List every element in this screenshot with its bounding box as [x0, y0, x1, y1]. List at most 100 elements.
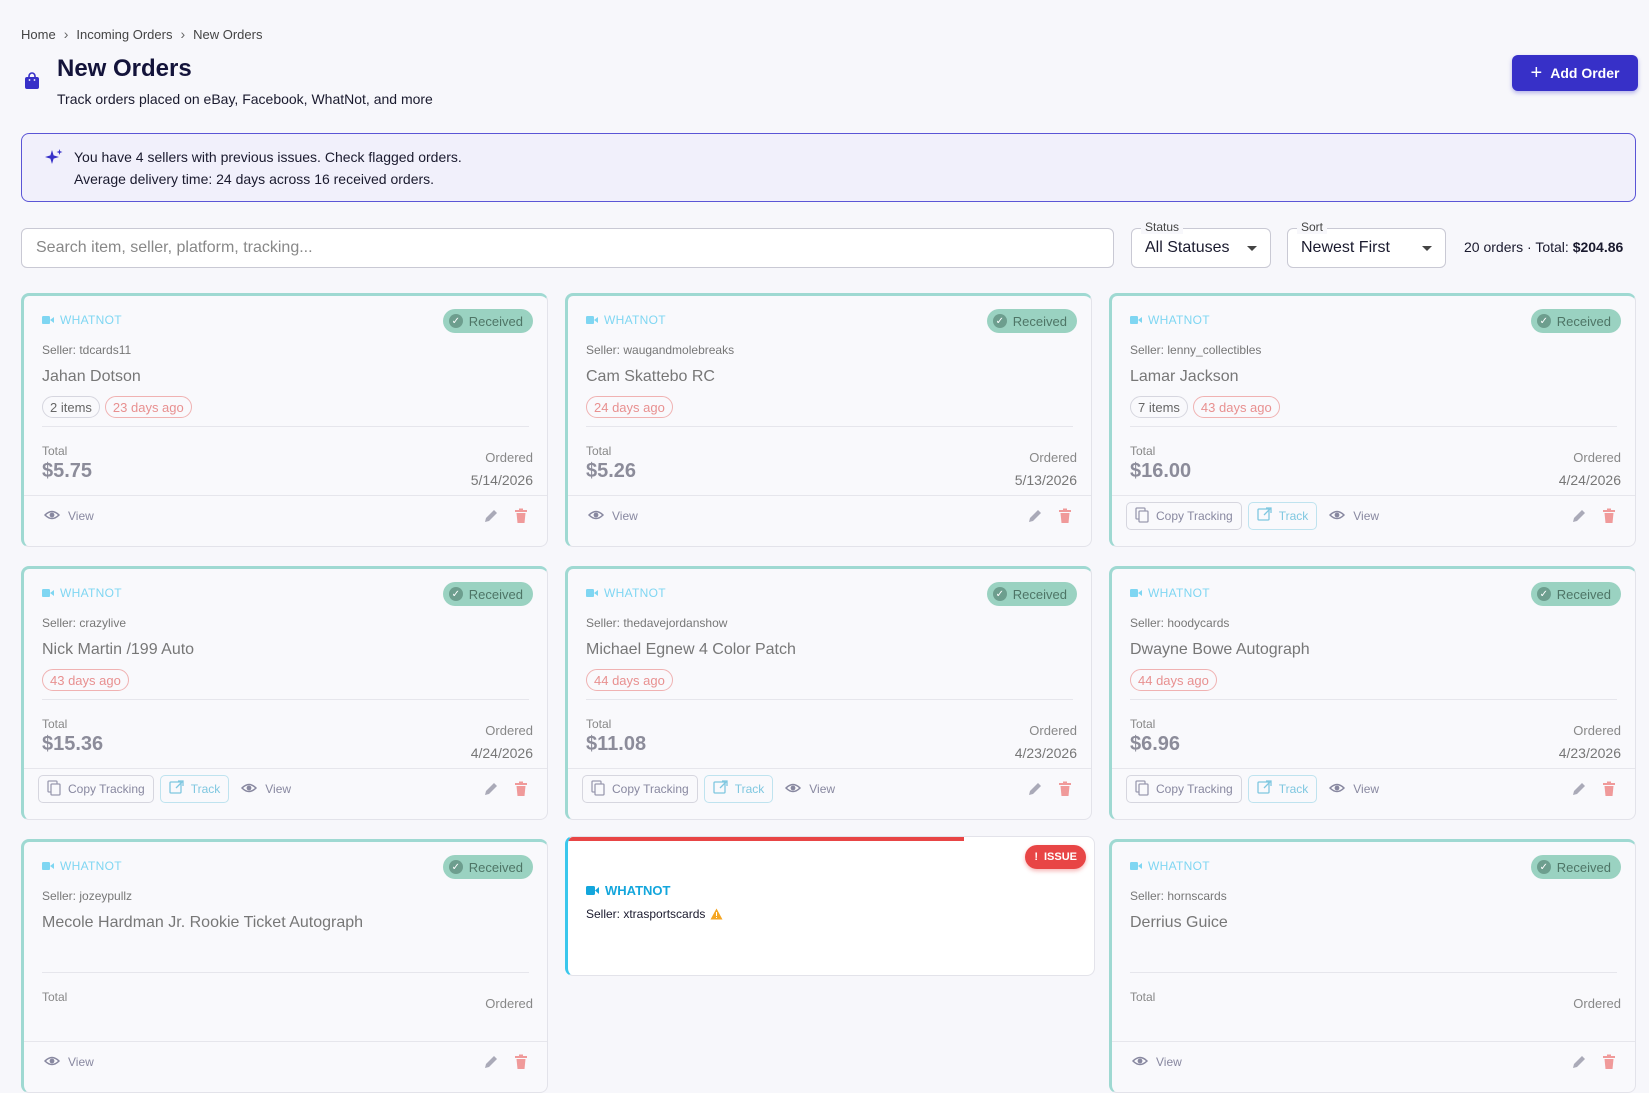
- divider: [24, 1041, 547, 1042]
- age-chip: 44 days ago: [1130, 669, 1217, 691]
- order-card[interactable]: WHATNOT ✓ Received Seller: lenny_collecti…: [1109, 293, 1636, 547]
- trash-icon[interactable]: [513, 1054, 529, 1070]
- copy-tracking-button[interactable]: Copy Tracking: [582, 775, 698, 803]
- edit-icon[interactable]: [1571, 781, 1587, 797]
- view-button[interactable]: View: [582, 502, 644, 530]
- track-button[interactable]: Track: [1247, 775, 1318, 803]
- plus-icon: +: [1530, 62, 1543, 84]
- platform-name: WHATNOT: [60, 313, 122, 327]
- edit-icon[interactable]: [1571, 1054, 1587, 1070]
- search-input[interactable]: Search item, seller, platform, tracking.…: [21, 228, 1114, 268]
- status-label: Received: [468, 313, 523, 329]
- view-button[interactable]: View: [779, 775, 841, 803]
- chips-row: 7 items 43 days ago: [1130, 396, 1280, 418]
- check-circle-icon: ✓: [1536, 587, 1551, 601]
- divider: [1112, 495, 1635, 496]
- seller-label: Seller: jozeypullz: [42, 889, 133, 903]
- order-card[interactable]: WHATNOT ✓ Received Seller: hoodycards Dwa…: [1109, 566, 1636, 820]
- add-order-button[interactable]: + Add Order: [1512, 55, 1638, 91]
- platform-label: WHATNOT: [42, 859, 122, 873]
- view-label: View: [1353, 782, 1380, 796]
- copy-tracking-button[interactable]: Copy Tracking: [1126, 775, 1242, 803]
- age-chip: 44 days ago: [586, 669, 673, 691]
- video-camera-icon: [42, 859, 54, 873]
- age-chip: 43 days ago: [42, 669, 129, 691]
- copy-tracking-label: Copy Tracking: [1156, 509, 1233, 523]
- video-camera-icon: [1130, 859, 1142, 873]
- banner-line-1: You have 4 sellers with previous issues.…: [74, 149, 462, 165]
- view-button[interactable]: View: [1323, 775, 1385, 803]
- total-label: Total: [586, 717, 612, 731]
- platform-name: WHATNOT: [60, 859, 122, 873]
- edit-icon[interactable]: [483, 508, 499, 524]
- item-title: Cam Skattebo RC: [586, 368, 715, 385]
- total-label: Total: [1130, 444, 1156, 458]
- copy-icon: [1135, 779, 1149, 799]
- order-card[interactable]: WHATNOT ✓ Received Seller: hornscards Der…: [1109, 839, 1636, 1093]
- view-button[interactable]: View: [235, 775, 297, 803]
- items-count-chip: 7 items: [1130, 396, 1188, 418]
- view-button[interactable]: View: [1126, 1048, 1188, 1076]
- status-select-value: All Statuses: [1145, 239, 1230, 256]
- trash-icon[interactable]: [1601, 1054, 1617, 1070]
- sort-select[interactable]: Sort Newest First: [1287, 220, 1446, 268]
- order-card[interactable]: WHATNOT ✓ Received Seller: thedavejordans…: [565, 566, 1092, 820]
- copy-tracking-label: Copy Tracking: [612, 782, 689, 796]
- trash-icon[interactable]: [1057, 508, 1073, 524]
- ordered-label: Ordered: [485, 723, 533, 738]
- platform-label: WHATNOT: [586, 883, 670, 898]
- view-button[interactable]: View: [38, 1048, 100, 1076]
- status-badge: ✓ Received: [1530, 582, 1621, 606]
- edit-icon[interactable]: [1027, 508, 1043, 524]
- seller-name: Seller: xtrasportscards: [586, 907, 706, 921]
- status-badge: ✓ Received: [442, 309, 533, 333]
- copy-icon: [47, 779, 61, 799]
- ordered-date: 4/24/2026: [1558, 472, 1621, 488]
- track-button[interactable]: Track: [703, 775, 774, 803]
- video-camera-icon: [586, 586, 598, 600]
- trash-icon[interactable]: [1601, 781, 1617, 797]
- trash-icon[interactable]: [1601, 508, 1617, 524]
- trash-icon[interactable]: [1057, 781, 1073, 797]
- edit-icon[interactable]: [483, 781, 499, 797]
- breadcrumb-incoming-orders[interactable]: Incoming Orders: [76, 26, 173, 42]
- eye-icon: [43, 507, 61, 526]
- order-card[interactable]: WHATNOT ✓ Received Seller: jozeypullz Mec…: [21, 839, 548, 1093]
- ordered-label: Ordered: [1573, 996, 1621, 1011]
- edit-icon[interactable]: [483, 1054, 499, 1070]
- total-value: $6.96: [1130, 733, 1181, 755]
- status-badge: ✓ Received: [1530, 309, 1621, 333]
- track-button[interactable]: Track: [159, 775, 230, 803]
- platform-name: WHATNOT: [1148, 586, 1210, 600]
- edit-icon[interactable]: [1027, 781, 1043, 797]
- order-card-issue[interactable]: ! ISSUE WHATNOT Seller: xtrasportscards: [565, 836, 1095, 976]
- view-button[interactable]: View: [1323, 502, 1385, 530]
- track-button[interactable]: Track: [1247, 502, 1318, 530]
- order-card[interactable]: WHATNOT ✓ Received Seller: crazylive Nick…: [21, 566, 548, 820]
- item-title: Nick Martin /199 Auto: [42, 641, 195, 658]
- external-link-icon: [169, 780, 184, 798]
- order-card[interactable]: WHATNOT ✓ Received Seller: tdcards11 Jaha…: [21, 293, 548, 547]
- status-select[interactable]: Status All Statuses: [1131, 220, 1271, 268]
- trash-icon[interactable]: [513, 508, 529, 524]
- warning-icon: [710, 908, 723, 920]
- eye-icon: [1329, 507, 1346, 526]
- total-label: Total: [1130, 717, 1156, 731]
- platform-name: WHATNOT: [604, 313, 666, 327]
- divider: [586, 426, 1073, 427]
- copy-tracking-button[interactable]: Copy Tracking: [1126, 502, 1242, 530]
- copy-tracking-button[interactable]: Copy Tracking: [38, 775, 154, 803]
- order-card[interactable]: WHATNOT ✓ Received Seller: waugandmolebre…: [565, 293, 1092, 547]
- breadcrumb-current: New Orders: [193, 26, 263, 42]
- platform-name: WHATNOT: [605, 883, 671, 898]
- breadcrumb-home[interactable]: Home: [21, 26, 56, 42]
- edit-icon[interactable]: [1571, 508, 1587, 524]
- card-actions: View: [1126, 1048, 1188, 1076]
- banner-line-2: Average delivery time: 24 days across 16…: [74, 171, 435, 187]
- view-button[interactable]: View: [38, 502, 100, 530]
- card-actions: View: [38, 1048, 100, 1076]
- page-title: New Orders: [57, 55, 192, 82]
- item-title: Derrius Guice: [1130, 914, 1228, 931]
- chips-row: 44 days ago: [586, 669, 673, 691]
- trash-icon[interactable]: [513, 781, 529, 797]
